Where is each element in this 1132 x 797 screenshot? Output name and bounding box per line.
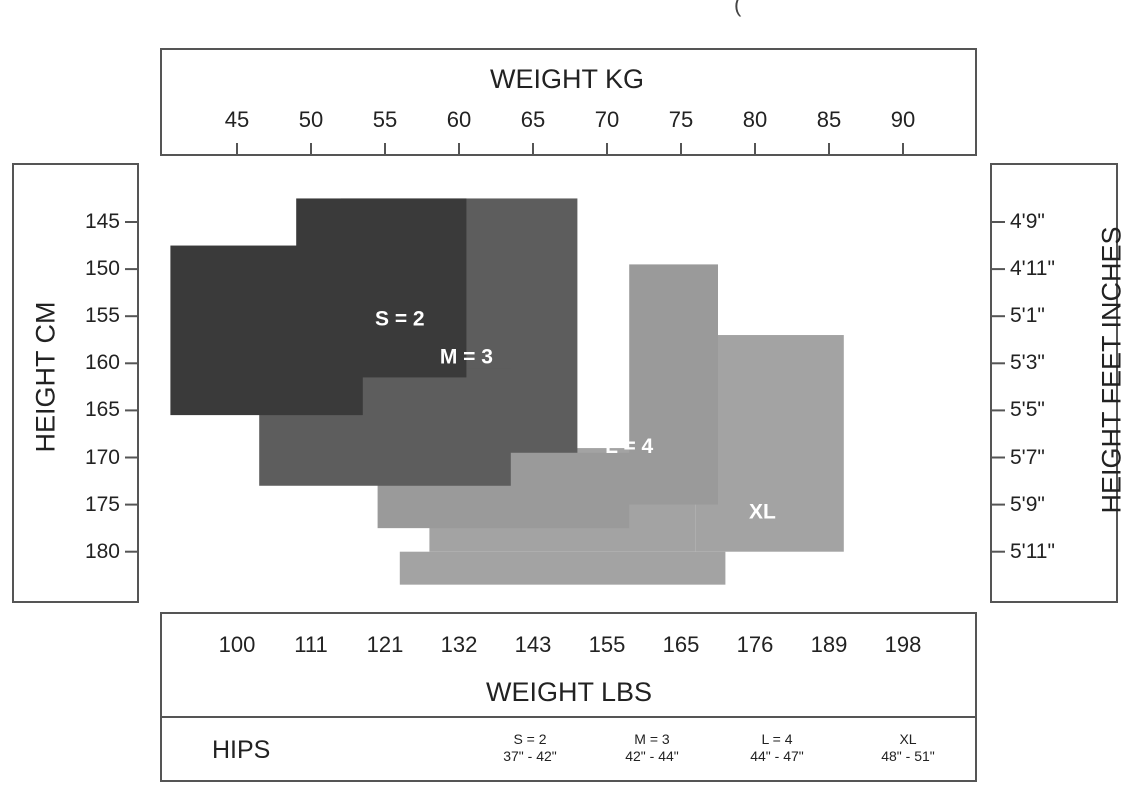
size-region — [259, 368, 511, 486]
size-region — [695, 335, 844, 552]
size-area-2 — [377, 264, 718, 529]
size-region — [377, 481, 630, 529]
lbs-tick-label: 111 — [294, 632, 328, 657]
cm-tick-label: 150 — [84, 257, 120, 281]
hips-range: 42" - 44" — [625, 748, 679, 764]
hips-size: XL — [899, 731, 917, 747]
feet-tick-label: 5'7" — [1010, 445, 1045, 469]
size-region — [340, 198, 578, 453]
kg-tick-label: 45 — [224, 107, 250, 132]
feet-tick-label: 4'11" — [1010, 257, 1055, 281]
lbs-tick-label: 132 — [440, 632, 478, 657]
lbs-tick-label: 176 — [736, 632, 774, 657]
height-cm-title: HEIGHT CM — [30, 301, 61, 453]
lbs-tick-label: 143 — [514, 632, 552, 657]
kg-tick-label: 90 — [890, 107, 916, 132]
cm-tick-label: 180 — [84, 539, 120, 563]
size-region — [436, 452, 630, 482]
cm-tick-label: 160 — [84, 351, 120, 375]
height-feet-title: HEIGHT FEET INCHES — [1096, 226, 1127, 514]
weight-lbs-title: WEIGHT LBS — [486, 677, 653, 707]
size-label: XL — [749, 501, 776, 524]
feet-tick-label: 5'9" — [1010, 492, 1045, 516]
size-region — [296, 198, 467, 378]
hips-row: HIPS — [160, 716, 977, 782]
kg-tick-label: 80 — [742, 107, 768, 132]
size-label: L = 4 — [605, 435, 653, 458]
hips-range: 37" - 42" — [503, 748, 557, 764]
kg-tick-label: 85 — [816, 107, 842, 132]
size-area-1 — [399, 335, 844, 585]
cm-tick-label: 170 — [84, 445, 120, 469]
kg-tick-label: 55 — [372, 107, 398, 132]
kg-tick-label: 50 — [298, 107, 324, 132]
feet-tick-label: 5'3" — [1010, 351, 1045, 375]
hips-size: L = 4 — [761, 731, 793, 747]
cm-tick-label: 175 — [84, 492, 120, 516]
hips-column: M = 3 42" - 44" — [587, 731, 717, 765]
hips-size: S = 2 — [513, 731, 547, 747]
lbs-tick-label: 198 — [884, 632, 922, 657]
cm-tick-label: 145 — [84, 210, 120, 233]
size-region — [399, 551, 726, 585]
kg-tick-label: 75 — [668, 107, 694, 132]
cropped-glyph: ( — [734, 0, 742, 17]
hips-column: S = 2 37" - 42" — [465, 731, 595, 765]
lbs-tick-label: 121 — [366, 632, 404, 657]
cm-tick-label: 155 — [84, 304, 120, 328]
size-label: S = 2 — [375, 308, 425, 331]
feet-tick-label: 5'1" — [1010, 304, 1045, 328]
lbs-tick-label: 155 — [588, 632, 626, 657]
kg-tick-label: 65 — [520, 107, 546, 132]
weight-kg-title: WEIGHT KG — [490, 64, 645, 94]
feet-tick-label: 5'11" — [1010, 539, 1055, 563]
size-area-3 — [259, 198, 578, 486]
size-region — [429, 448, 696, 552]
hips-range: 48" - 51" — [881, 748, 935, 764]
hips-size: M = 3 — [634, 731, 670, 747]
height-feet-axis-box — [990, 163, 1118, 603]
lbs-tick-label: 189 — [810, 632, 848, 657]
kg-tick-label: 60 — [446, 107, 472, 132]
weight-lbs-axis-box: WEIGHT LBS — [160, 612, 977, 718]
size-region — [629, 264, 718, 505]
hips-title: HIPS — [212, 736, 271, 764]
hips-range: 44" - 47" — [750, 748, 804, 764]
kg-tick-label: 70 — [594, 107, 620, 132]
height-cm-axis-box — [12, 163, 139, 603]
cm-tick-label: 165 — [84, 398, 120, 422]
lbs-tick-label: 165 — [662, 632, 700, 657]
size-region — [170, 245, 363, 416]
feet-tick-label: 4'9" — [1010, 210, 1045, 233]
weight-kg-axis-box: WEIGHT KG — [160, 48, 977, 156]
size-label: M = 3 — [440, 345, 493, 368]
feet-tick-label: 5'5" — [1010, 398, 1045, 422]
lbs-tick-label: 100 — [218, 632, 256, 657]
hips-column: L = 4 44" - 47" — [712, 731, 842, 765]
hips-column: XL 48" - 51" — [843, 731, 973, 765]
size-area-4 — [170, 198, 467, 416]
